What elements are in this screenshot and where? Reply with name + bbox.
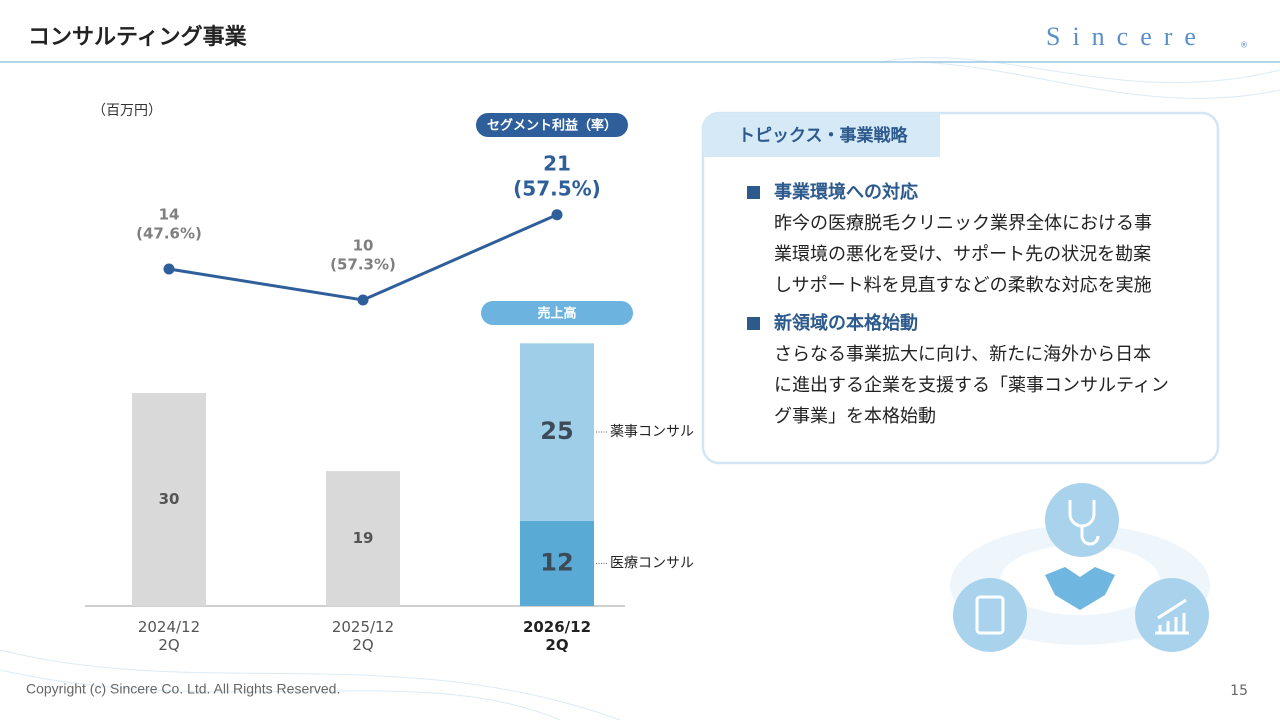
bar bbox=[520, 520, 594, 606]
unit-label: （百万円） bbox=[92, 103, 162, 119]
stethoscope-icon bbox=[1068, 500, 1100, 546]
value-label: 10 bbox=[353, 237, 374, 255]
topic-text: グ事業」を本格始動 bbox=[774, 406, 936, 427]
bar bbox=[520, 343, 594, 521]
copyright: Copyright (c) Sincere Co. Ltd. All Right… bbox=[26, 681, 340, 697]
x-tick-label: 2024/12 2Q bbox=[138, 618, 200, 654]
page-title: コンサルティング事業 bbox=[28, 24, 248, 50]
x-tick-label: 2025/12 2Q bbox=[332, 618, 394, 654]
legend-label: 医療コンサル bbox=[610, 554, 694, 571]
wave bbox=[879, 57, 1280, 84]
topic-heading: 新領域の本格始動 bbox=[774, 312, 918, 334]
point bbox=[357, 294, 369, 306]
value-label: 21 bbox=[543, 151, 571, 175]
icon-circle bbox=[1135, 578, 1209, 652]
wave bbox=[0, 649, 621, 721]
bullet bbox=[747, 186, 760, 199]
topics-panel bbox=[701, 111, 1220, 465]
badge-label: 売上高 bbox=[537, 306, 576, 322]
logo: Sincere bbox=[1046, 22, 1208, 51]
topic-text: に進出する企業を支援する「薬事コンサルティン bbox=[774, 375, 1169, 396]
rate-label: (47.6%) bbox=[136, 225, 202, 243]
icon-circle bbox=[953, 578, 1027, 652]
topic-text: 業環境の悪化を受け、サポート先の状況を勘案 bbox=[774, 244, 1151, 265]
decoration bbox=[0, 57, 1280, 721]
bullet bbox=[747, 317, 760, 330]
x-tick-label: 2026/12 2Q bbox=[523, 618, 591, 654]
badge bbox=[481, 301, 633, 325]
topic-text: さらなる事業拡大に向け、新たに海外から日本 bbox=[774, 344, 1151, 365]
wave bbox=[899, 61, 1280, 99]
topic-text: しサポート料を見直すなどの柔軟な対応を実施 bbox=[774, 275, 1152, 296]
value-label: 19 bbox=[353, 529, 374, 547]
badge bbox=[476, 113, 628, 137]
value-label: 12 bbox=[540, 548, 573, 576]
logo-mark: ® bbox=[1240, 41, 1248, 50]
rate-label: (57.5%) bbox=[513, 176, 601, 200]
topics-tab bbox=[703, 113, 940, 157]
topics-list: 事業環境への対応昨今の医療脱毛クリニック業界全体における事業環境の悪化を受け、サ… bbox=[747, 181, 1169, 427]
point bbox=[551, 209, 563, 221]
point bbox=[163, 263, 175, 275]
value-label: 30 bbox=[159, 490, 180, 508]
legend-label: 薬事コンサル bbox=[610, 424, 694, 440]
bar bbox=[132, 393, 206, 606]
handshake-icon bbox=[1045, 567, 1115, 610]
chart: （百万円） 売上高 2024/12 2Q 2025/12 2Q 2026/12 2Q 30 19 1… bbox=[85, 103, 694, 654]
topics-title: トピックス・事業戦略 bbox=[738, 125, 908, 146]
clipboard-icon bbox=[975, 595, 1005, 635]
value-label: 25 bbox=[540, 417, 573, 445]
illustration bbox=[950, 483, 1210, 652]
rate-label: (57.3%) bbox=[330, 256, 396, 274]
page-number: 15 bbox=[1230, 683, 1248, 699]
icon-circle bbox=[1045, 483, 1119, 557]
topic-heading: 事業環境への対応 bbox=[774, 181, 918, 203]
badge-label: セグメント利益（率） bbox=[487, 118, 617, 134]
growth-icon bbox=[1155, 598, 1189, 635]
value-label: 14 bbox=[159, 206, 180, 224]
bar bbox=[326, 471, 400, 606]
wave bbox=[0, 669, 561, 721]
topic-text: 昨今の医療脱毛クリニック業界全体における事 bbox=[774, 213, 1152, 234]
